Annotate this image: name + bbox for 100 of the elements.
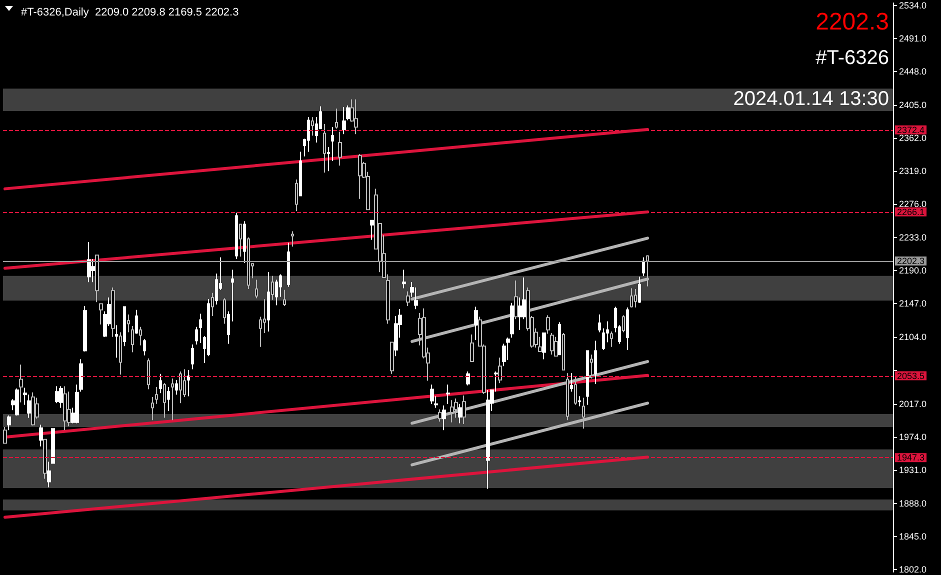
- ref-line-label: 2053.5: [897, 370, 925, 381]
- candlestick: [231, 269, 234, 322]
- y-tick-label: 2319.0: [899, 166, 927, 176]
- candlestick: [295, 179, 298, 212]
- candlestick: [578, 396, 581, 407]
- annotation: 2024.01.14 13:30: [733, 88, 889, 110]
- candlestick: [99, 303, 103, 326]
- candlestick: [163, 382, 166, 418]
- candlestick: [115, 324, 118, 358]
- candlestick: [15, 388, 19, 416]
- ref-line-label: 2202.3: [897, 256, 925, 266]
- ref-line-label: 2372.4: [897, 124, 925, 135]
- candlestick: [335, 108, 338, 130]
- candlestick: [175, 380, 178, 396]
- candlestick: [598, 314, 601, 333]
- candlestick: [550, 332, 554, 356]
- candlestick: [514, 280, 518, 320]
- candlestick: [159, 373, 162, 394]
- candlestick: [458, 403, 462, 424]
- candlestick: [151, 396, 154, 421]
- candlestick: [390, 342, 394, 374]
- candlestick: [554, 336, 558, 357]
- annotation: #T-6326: [816, 47, 889, 69]
- y-tick-label: 2448.0: [899, 66, 927, 77]
- candlestick: [87, 242, 91, 283]
- candlestick: [51, 428, 55, 464]
- y-tick-label: 2017.0: [899, 398, 927, 409]
- candlestick: [354, 98, 358, 135]
- y-tick-label: 2276.0: [899, 199, 927, 210]
- candlestick: [430, 384, 434, 404]
- candlestick: [139, 326, 142, 346]
- candlestick: [630, 288, 633, 308]
- candlestick: [267, 272, 270, 332]
- candlestick: [299, 151, 302, 196]
- candlestick: [75, 384, 79, 424]
- candlestick: [454, 398, 458, 418]
- candlestick: [195, 326, 198, 346]
- candlestick: [638, 276, 641, 304]
- candlestick: [83, 306, 87, 352]
- candlestick: [291, 230, 294, 248]
- candlestick: [626, 307, 629, 350]
- y-tick-label: 1974.0: [899, 432, 927, 442]
- candlestick: [358, 154, 362, 200]
- candlestick: [43, 438, 47, 480]
- candlestick: [227, 310, 230, 344]
- candlestick: [586, 350, 589, 406]
- candlestick: [255, 279, 258, 299]
- candlestick: [446, 384, 450, 404]
- candlestick: [155, 386, 158, 404]
- candlestick: [546, 314, 550, 334]
- candlestick: [594, 340, 597, 384]
- candlestick: [283, 289, 286, 307]
- candlestick: [247, 236, 250, 290]
- candlestick: [31, 392, 35, 426]
- candlestick: [135, 309, 138, 334]
- candlestick: [7, 414, 11, 431]
- candlestick: [19, 364, 23, 403]
- y-tick-label: 2233.0: [899, 232, 927, 242]
- candlestick: [39, 424, 43, 447]
- candlestick: [95, 254, 99, 303]
- candlestick: [610, 330, 613, 348]
- candlestick: [442, 404, 446, 431]
- candlestick: [466, 371, 470, 386]
- y-tick-label: 1802.0: [899, 564, 927, 575]
- y-tick-label: 1845.0: [899, 532, 927, 542]
- candlestick: [271, 275, 274, 300]
- candlestick: [79, 358, 83, 392]
- candlestick: [167, 386, 170, 412]
- candlestick: [147, 358, 150, 390]
- candlestick: [566, 372, 569, 421]
- candlestick: [307, 116, 310, 152]
- candlestick: [311, 116, 314, 136]
- y-tick-label: 2147.0: [899, 298, 927, 309]
- candlestick: [562, 332, 565, 370]
- ref-line-label: 2266.1: [897, 206, 925, 217]
- candlestick: [370, 220, 374, 240]
- candlestick: [498, 357, 502, 384]
- candlestick: [211, 292, 214, 317]
- candlestick: [542, 332, 546, 360]
- y-tick-label: 2190.0: [899, 266, 927, 276]
- candlestick: [327, 146, 330, 172]
- candlestick: [143, 338, 146, 356]
- candlestick: [223, 298, 226, 324]
- ref-line-label: 1947.3: [897, 452, 925, 463]
- candlestick: [323, 124, 326, 174]
- candlestick: [287, 242, 290, 288]
- candlestick: [474, 306, 478, 340]
- candlestick: [346, 105, 350, 121]
- candlestick: [187, 369, 190, 397]
- candlestick: [634, 288, 637, 308]
- candlestick: [235, 212, 238, 260]
- y-tick-label: 2104.0: [899, 332, 927, 342]
- candlestick: [510, 302, 514, 338]
- candlestick: [59, 386, 63, 408]
- annotation: 2202.3: [816, 8, 889, 36]
- candlestick: [574, 376, 577, 406]
- candlestick: [179, 371, 182, 404]
- y-tick-label: 2534.0: [899, 0, 927, 10]
- y-tick-label: 2405.0: [899, 100, 927, 110]
- candlestick: [63, 386, 67, 431]
